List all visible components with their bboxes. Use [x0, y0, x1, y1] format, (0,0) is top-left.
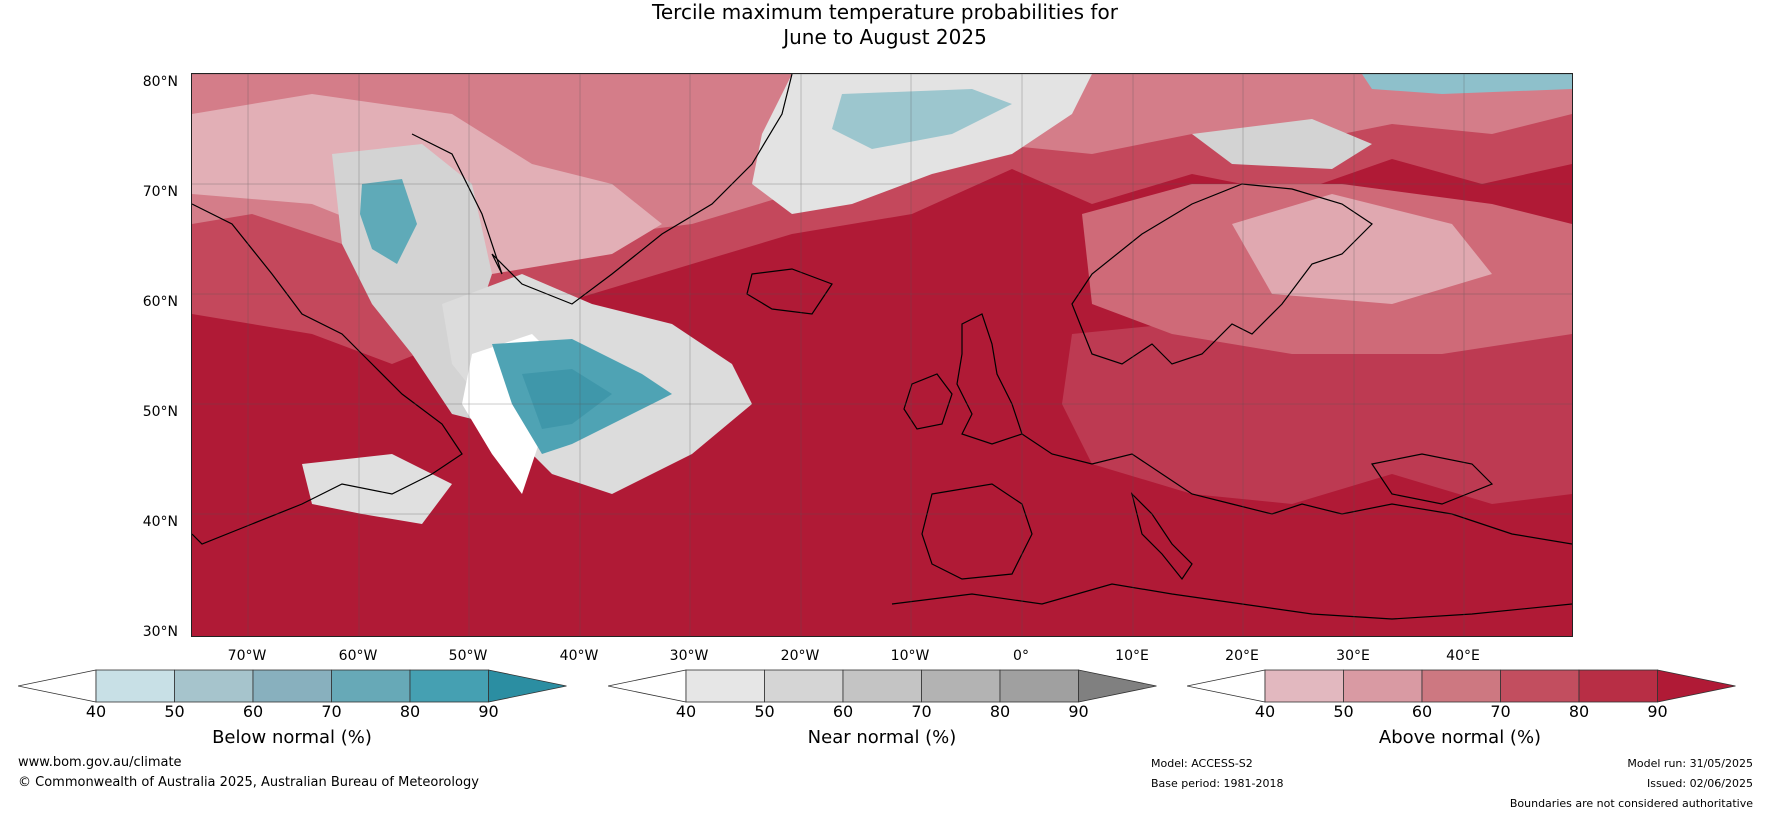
- colorbar-near-tick: 90: [1068, 702, 1089, 721]
- lon-label-20w: 20°W: [780, 648, 820, 664]
- colorbar-near-segment: [999, 669, 1079, 703]
- footer-url: www.bom.gov.au/climate: [18, 755, 182, 770]
- colorbar-above-segment: [1578, 669, 1658, 703]
- lat-label-70n: 70°N: [142, 184, 178, 200]
- map-region-above-50-scandinavia: [1232, 194, 1492, 304]
- colorbar-near-extend-high: [1078, 669, 1157, 703]
- map-title: Tercile maximum temperature probabilitie…: [0, 0, 1770, 50]
- lat-label-30n: 30°N: [142, 624, 178, 640]
- colorbar-above-segment: [1264, 669, 1344, 703]
- colorbar-below-segment: [409, 669, 489, 703]
- lon-label-50w: 50°W: [448, 648, 488, 664]
- colorbar-above-segment: [1500, 669, 1580, 703]
- map-region-near-normal-newfoundland: [302, 454, 452, 524]
- map-title-line1: Tercile maximum temperature probabilitie…: [652, 0, 1118, 24]
- lat-label-80n: 80°N: [142, 74, 178, 90]
- colorbar-below-segment: [95, 669, 175, 703]
- colorbar-above-tick: 90: [1647, 702, 1668, 721]
- footer-disclaimer: Boundaries are not considered authoritat…: [1509, 797, 1753, 810]
- colorbar-above-tick: 70: [1490, 702, 1511, 721]
- footer-issued: Issued: 02/06/2025: [1646, 777, 1753, 790]
- colorbar-above-segment: [1343, 669, 1423, 703]
- colorbar-below-tick: 60: [242, 702, 264, 721]
- map-region-near-normal-svalbard: [1192, 119, 1372, 169]
- colorbar-below-extend-high: [488, 669, 567, 703]
- colorbar-above-tick: 50: [1333, 702, 1354, 721]
- colorbar-above-extend-high: [1657, 669, 1736, 703]
- footer-model-run: Model run: 31/05/2025: [1627, 757, 1753, 770]
- colorbar-near-tick: 70: [911, 702, 932, 721]
- lon-label-30w: 30°W: [669, 648, 709, 664]
- footer-copyright: © Commonwealth of Australia 2025, Austra…: [18, 775, 479, 790]
- colorbar-near-segment: [685, 669, 765, 703]
- colorbar-above-segment: [1421, 669, 1501, 703]
- colorbar-near-extend-low: [608, 669, 687, 703]
- lon-label-70w: 70°W: [227, 648, 267, 664]
- colorbar-below-extend-low: [18, 669, 97, 703]
- colorbar-below-tick: 80: [399, 702, 421, 721]
- colorbar-below-tick: 40: [85, 702, 107, 721]
- colorbar-above-tick: 40: [1254, 702, 1276, 721]
- lon-label-60w: 60°W: [338, 648, 378, 664]
- colorbar-below-normal: [18, 669, 567, 703]
- map-region-below-normal-arctic: [1362, 74, 1572, 94]
- lon-label-10e: 10°E: [1115, 648, 1149, 664]
- lat-label-60n: 60°N: [142, 294, 178, 310]
- colorbar-near-normal: [608, 669, 1157, 703]
- map-region-below-normal-greenland-sea: [832, 89, 1012, 149]
- colorbar-above-tick: 80: [1568, 702, 1590, 721]
- colorbar-near-tick: 80: [989, 702, 1011, 721]
- lon-label-30e: 30°E: [1336, 648, 1370, 664]
- colorbar-near-tick: 60: [832, 702, 854, 721]
- lat-label-50n: 50°N: [142, 404, 178, 420]
- lon-label-40w: 40°W: [559, 648, 599, 664]
- colorbar-near-tick: 50: [754, 702, 775, 721]
- colorbar-label-below: Below normal (%): [212, 727, 372, 748]
- colorbar-below-tick: 70: [321, 702, 342, 721]
- colorbar-above-tick: 60: [1411, 702, 1433, 721]
- colorbar-label-above: Above normal (%): [1378, 727, 1542, 748]
- lat-label-40n: 40°N: [142, 514, 178, 530]
- colorbar-below-segment: [331, 669, 411, 703]
- lon-label-20e: 20°E: [1225, 648, 1259, 664]
- colorbar-near-segment: [842, 669, 922, 703]
- colorbar-above-extend-low: [1187, 669, 1266, 703]
- lon-label-0: 0°: [1013, 648, 1029, 664]
- colorbar-label-near: Near normal (%): [807, 727, 957, 748]
- colorbar-near-segment: [921, 669, 1001, 703]
- map-region-near-normal-greenland-sea: [752, 74, 1092, 214]
- colorbar-below-tick: 50: [164, 702, 185, 721]
- map-region-below-normal-labrador: [360, 179, 417, 264]
- map-title-line2: June to August 2025: [783, 25, 987, 49]
- footer-model: Model: ACCESS-S2: [1151, 757, 1253, 770]
- map-region-below-normal-atlantic-core: [522, 369, 612, 429]
- colorbar-below-segment: [174, 669, 254, 703]
- colorbar-near-tick: 40: [675, 702, 697, 721]
- colorbar-above-normal: [1187, 669, 1736, 703]
- lon-label-40e: 40°E: [1446, 648, 1480, 664]
- probability-map: [192, 74, 1572, 636]
- colorbar-below-segment: [252, 669, 332, 703]
- colorbar-below-tick: 90: [478, 702, 499, 721]
- lon-label-10w: 10°W: [890, 648, 930, 664]
- colorbar-near-segment: [764, 669, 844, 703]
- map-area: [191, 73, 1573, 637]
- footer-base-period: Base period: 1981-2018: [1151, 777, 1284, 790]
